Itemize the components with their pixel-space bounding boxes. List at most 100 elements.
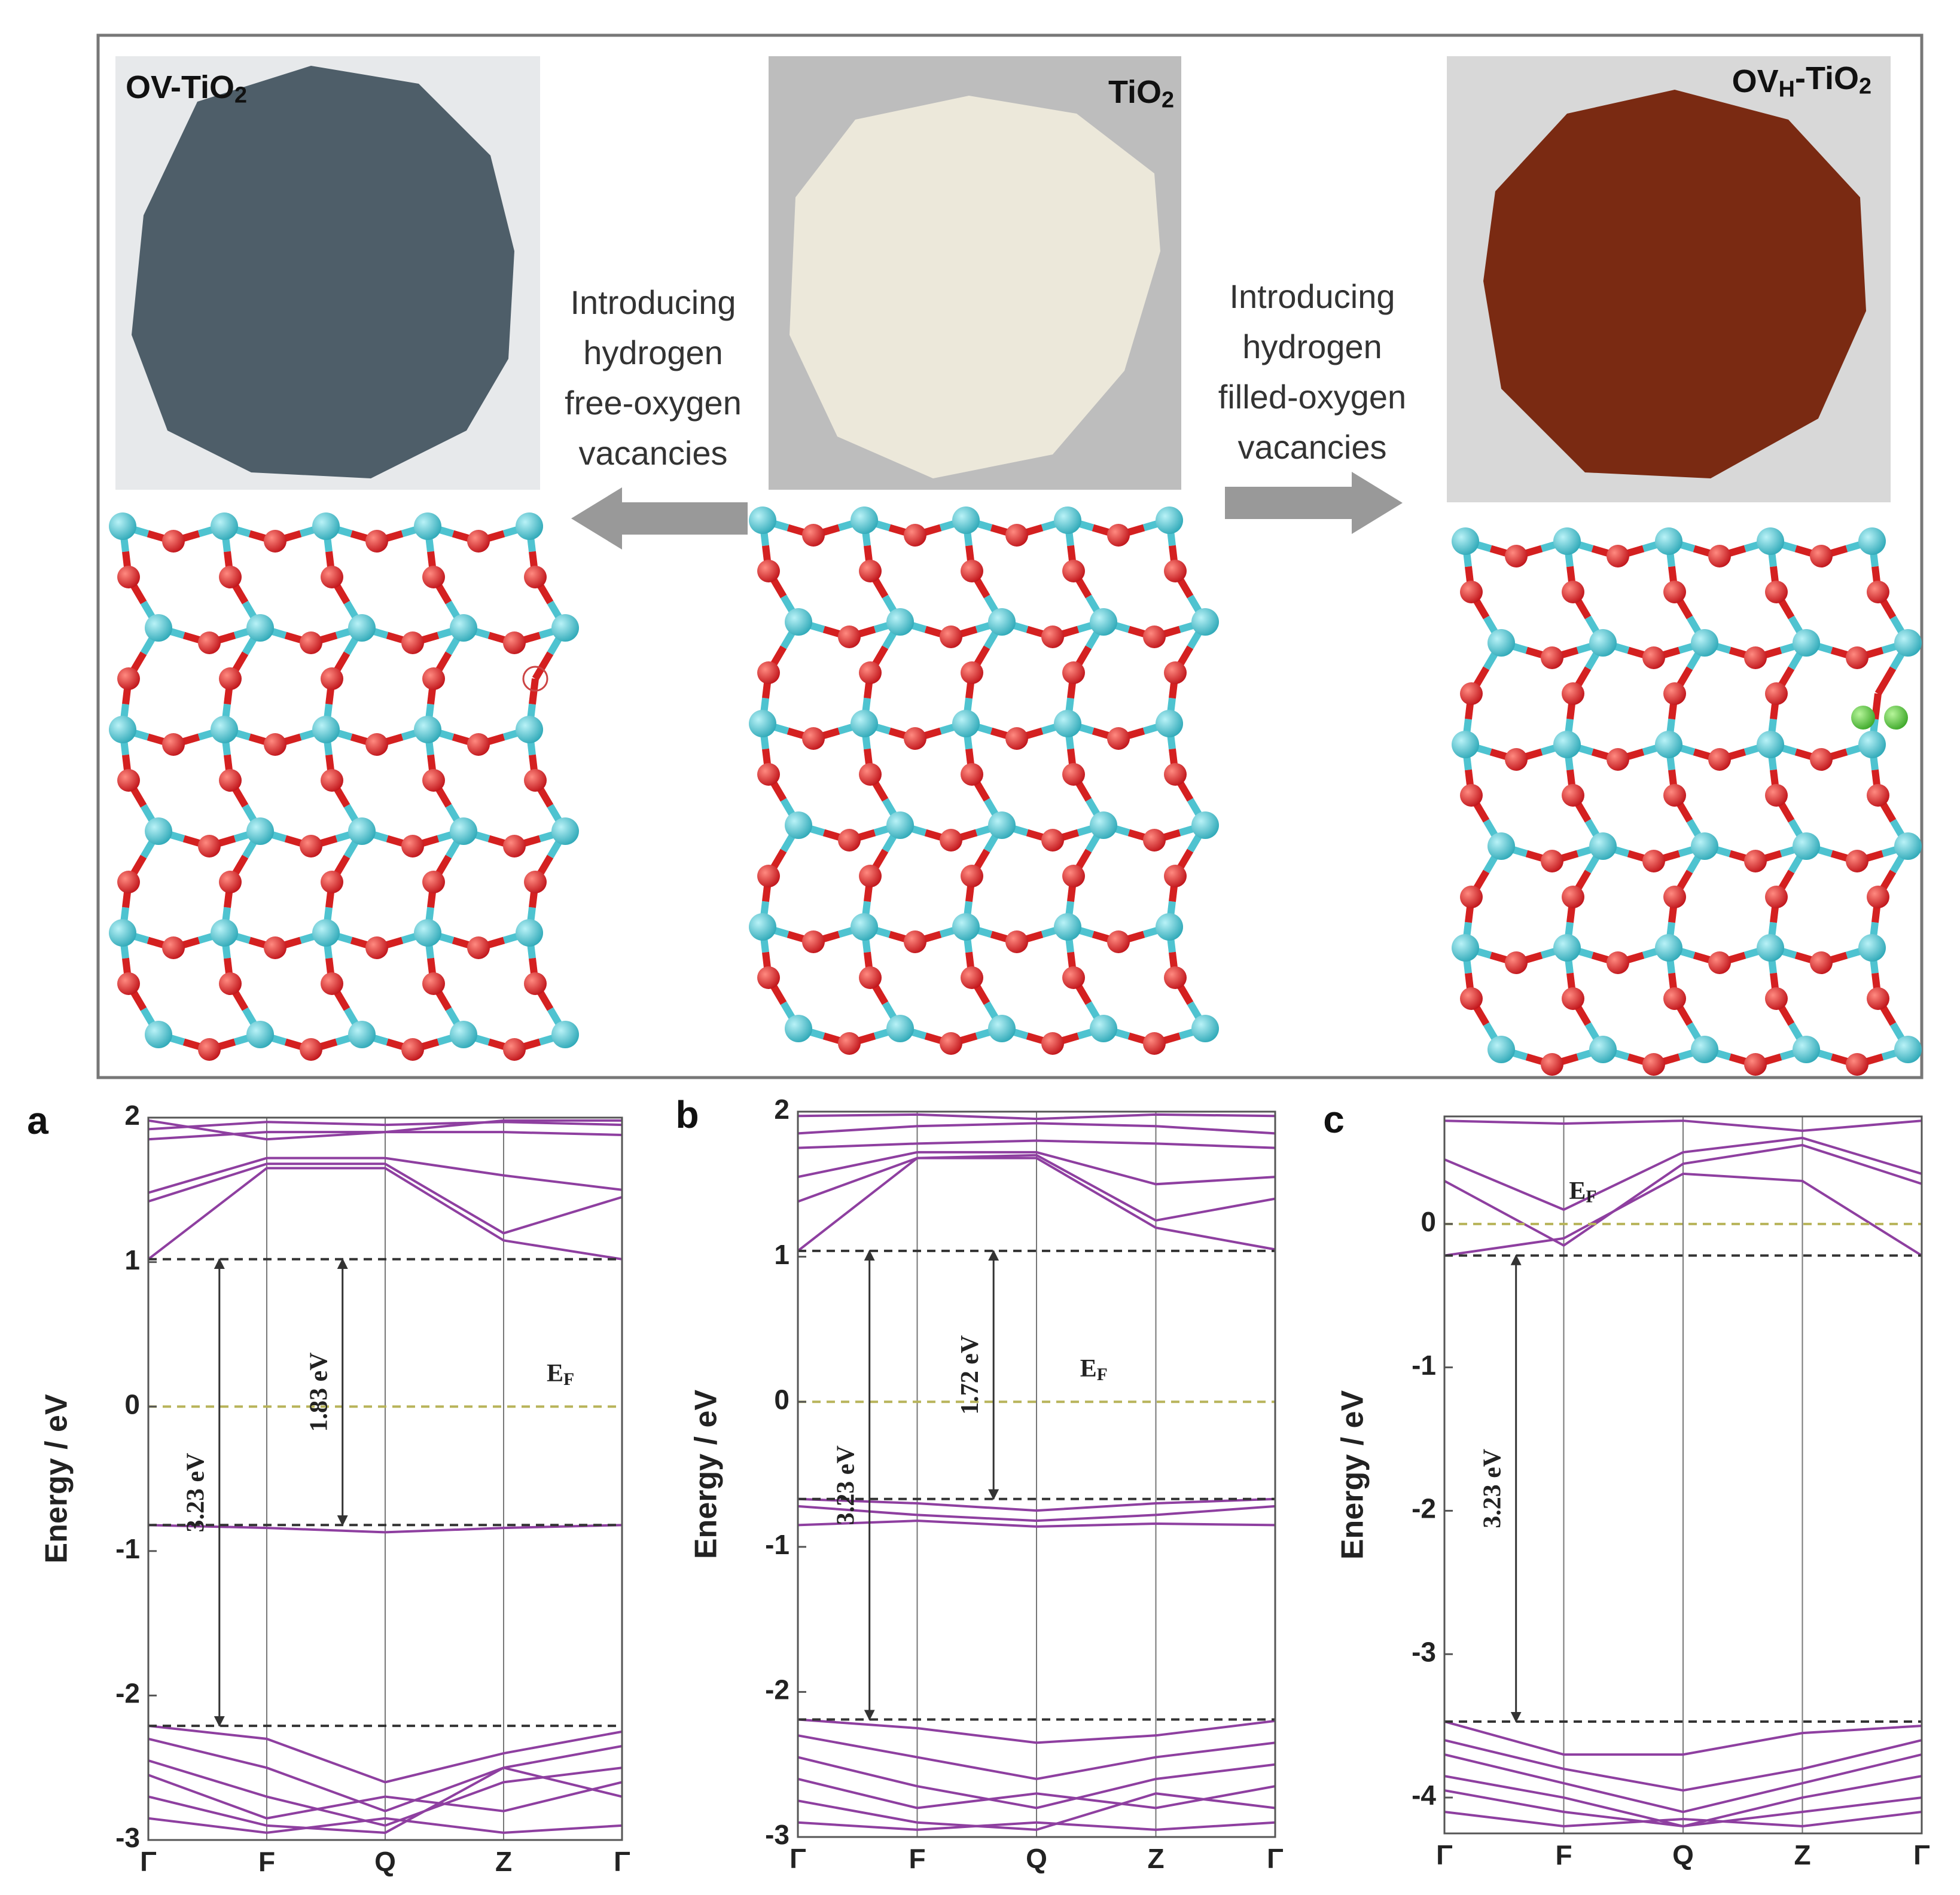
y-axis-label: Energy / eV [39,1394,74,1564]
gap-label: 3.23 eV [832,1445,859,1525]
y-tick-label: -2 [1412,1493,1436,1524]
titanium-atom [851,710,878,737]
titanium-atom [1054,710,1081,737]
oxygen-atom [264,530,286,553]
panel-letter: b [675,1093,699,1136]
oxygen-atom [961,763,983,786]
titanium-atom [1655,731,1682,758]
oxygen-atom [1744,850,1767,872]
oxygen-atom [1744,1053,1767,1076]
caption-line: vacancies [578,434,727,472]
band-line [1444,1119,1922,1132]
titanium-atom [1487,1036,1515,1063]
oxygen-atom [1562,581,1584,603]
band-line [148,1167,622,1261]
titanium-atom [1691,832,1718,860]
powder-brown [1483,90,1866,478]
titanium-atom [551,1021,579,1048]
oxygen-atom [961,661,983,684]
oxygen-atom [1607,748,1629,771]
oxygen-atom [321,972,343,995]
band-line [798,1122,1275,1135]
oxygen-atom [1041,829,1064,852]
oxygen-atom [503,835,526,858]
y-axis-label: Energy / eV [689,1390,724,1560]
oxygen-atom [117,769,140,792]
oxygen-atom [1107,930,1130,953]
oxygen-atom [1041,625,1064,648]
titanium-atom [1858,527,1886,555]
titanium-atom [312,919,340,947]
oxygen-atom [757,661,780,684]
caption-line: Introducing [1229,277,1395,315]
band-line [148,1119,622,1141]
oxygen-atom [1663,581,1686,603]
titanium-atom [1191,811,1219,839]
oxygen-atom [300,835,322,858]
titanium-atom [1793,629,1820,657]
oxygen-atom [524,972,547,995]
fermi-label-part: F [1097,1365,1108,1384]
band-line [148,1737,622,1812]
band-line [798,1718,1275,1744]
band-line [1444,1753,1922,1814]
x-tick-label: Γ [1267,1843,1284,1874]
oxygen-atom [1765,987,1788,1010]
x-tick-label: Γ [614,1846,630,1877]
oxygen-atom [117,667,140,690]
titanium-atom [246,1021,274,1048]
oxygen-atom [940,829,962,852]
y-tick-label: 1 [774,1239,790,1270]
titanium-atom [414,512,441,540]
titanium-atom [749,913,776,941]
y-axis-label: Energy / eV [1336,1390,1370,1560]
oxygen-atom [838,625,861,648]
oxygen-atom [1562,784,1584,807]
oxygen-atom [1005,727,1028,750]
oxygen-atom [1810,748,1833,771]
left-arrow [571,487,748,550]
titanium-atom [952,506,980,534]
oxygen-atom [904,524,926,547]
gap-label: 1.83 eV [305,1353,333,1432]
oxygen-atom [1663,784,1686,807]
titanium-atom [851,913,878,941]
titanium-atom [1553,934,1581,962]
oxygen-atom [1765,682,1788,705]
titanium-atom [1894,832,1922,860]
oxygen-atom [961,865,983,887]
oxygen-atom [859,661,882,684]
oxygen-atom [802,727,825,750]
y-tick-label: -4 [1412,1780,1436,1811]
oxygen-atom [1041,1032,1064,1055]
right-arrow [1225,472,1403,534]
band-line [798,1778,1275,1809]
titanium-atom [1589,1036,1617,1063]
oxygen-atom [1005,524,1028,547]
titanium-atom [145,614,172,642]
oxygen-atom [1562,682,1584,705]
y-tick-label: -3 [1412,1636,1436,1667]
oxygen-atom [1562,987,1584,1010]
oxygen-atom [198,631,221,654]
oxygen-atom [1460,784,1483,807]
caption-line: free-oxygen [565,384,742,422]
y-tick-label: -1 [765,1529,790,1560]
titanium-atom [1793,1036,1820,1063]
oxygen-atom [1541,646,1563,669]
x-tick-label: Q [374,1846,396,1877]
oxygen-atom [503,631,526,654]
oxygen-atom [1765,886,1788,908]
titanium-atom [348,1021,376,1048]
titanium-atom [1054,913,1081,941]
band-line [148,1725,622,1784]
titanium-atom [1655,527,1682,555]
oxygen-atom [1708,545,1731,567]
titanium-atom [450,1021,477,1048]
titanium-atom [1858,934,1886,962]
titanium-atom [886,1015,914,1042]
titanium-atom [851,506,878,534]
band-line [148,1766,622,1834]
oxygen-atom [321,871,343,893]
